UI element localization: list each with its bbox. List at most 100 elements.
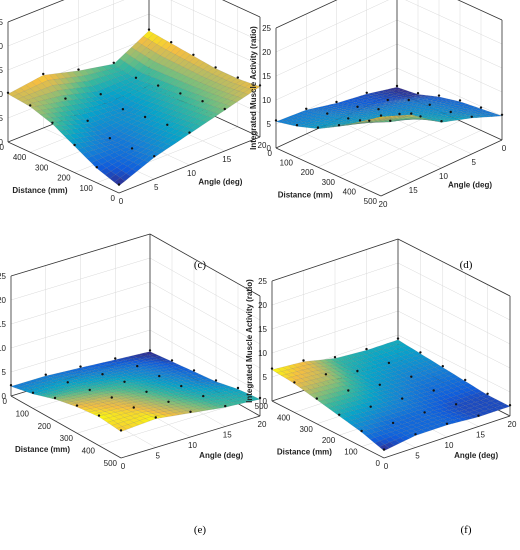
surface-patch — [352, 376, 363, 381]
data-point — [428, 103, 431, 107]
surface-patch — [487, 114, 498, 117]
surface-patch — [154, 363, 167, 368]
surface-patch — [177, 402, 189, 406]
z-tick-label: 25 — [262, 24, 271, 33]
surface-patch — [311, 123, 322, 127]
surface-patch — [163, 382, 176, 386]
data-point — [347, 389, 350, 392]
surface-patch — [317, 116, 329, 120]
surface-patch — [155, 147, 167, 154]
surface-patch — [358, 367, 370, 372]
data-point — [108, 137, 112, 140]
surface-patch — [208, 112, 220, 119]
surface-patch — [13, 87, 25, 95]
surface-patch — [375, 425, 387, 431]
data-point — [130, 147, 134, 150]
surface-patch — [343, 366, 355, 371]
surface-patch — [53, 125, 66, 131]
surface-patch — [443, 409, 455, 414]
surface-patch — [414, 401, 426, 407]
data-point — [335, 100, 338, 104]
surface-patch — [100, 393, 112, 397]
surface-patch — [330, 119, 342, 123]
z-tick-label: 0 — [267, 144, 272, 153]
data-point — [156, 84, 160, 87]
z-tick-label: 25 — [258, 277, 267, 286]
surface-patch — [475, 108, 485, 111]
distance-tick-label: 0 — [3, 397, 8, 406]
angle-axis-label: Angle (deg) — [199, 451, 243, 460]
surface-patch — [239, 81, 252, 88]
surface-patch — [150, 122, 163, 129]
surface-patch — [184, 398, 196, 402]
surface-patch — [39, 113, 52, 119]
surface-patch — [438, 407, 450, 412]
surface-patch — [483, 409, 495, 414]
z-tick-label: 0 — [0, 138, 4, 147]
surface-patch — [86, 86, 98, 93]
surface-patch — [445, 392, 457, 398]
data-point — [500, 113, 504, 117]
surface-patch — [160, 391, 172, 395]
surface-patch — [140, 148, 152, 155]
surface-patch — [412, 377, 424, 383]
angle-axis-label: Angle (deg) — [454, 451, 498, 460]
surface-patch — [410, 351, 422, 357]
surface-patch — [26, 102, 38, 108]
data-point — [347, 117, 350, 120]
surface-patch — [127, 422, 139, 428]
surface-patch — [366, 348, 377, 354]
angle-tick-label: 20 — [258, 141, 267, 150]
data-point — [188, 131, 191, 134]
data-point — [51, 121, 54, 125]
data-point — [479, 106, 483, 109]
surface-patch — [116, 426, 128, 432]
distance-tick-label: 200 — [301, 168, 315, 177]
z-tick-label: 10 — [0, 90, 4, 99]
surface-patch — [370, 112, 380, 115]
data-point — [391, 421, 395, 425]
surface-patch — [441, 385, 453, 391]
surface-patch — [366, 109, 376, 112]
surface-patch — [284, 121, 295, 125]
surface-patch — [28, 92, 40, 99]
surface-patch — [54, 391, 66, 395]
surface-patch — [390, 434, 401, 441]
surface-patch — [110, 380, 123, 384]
data-point — [270, 367, 274, 370]
surface-patch — [307, 363, 319, 368]
surface-patch — [447, 419, 458, 424]
surface-patch — [147, 356, 159, 361]
surface-patch — [400, 430, 412, 436]
surface-patch — [24, 88, 36, 95]
data-point — [75, 404, 79, 407]
surface-patch — [422, 382, 433, 388]
distance-tick-label: 500 — [0, 143, 5, 152]
surface-patch — [119, 359, 131, 364]
data-point — [398, 112, 401, 116]
surface-patch — [460, 108, 471, 111]
surface-patch — [376, 116, 387, 118]
distance-tick-label: 100 — [16, 409, 30, 418]
surface-patch — [438, 368, 450, 374]
surface-patch — [482, 115, 492, 118]
muscle-activity-axis-label: Integrated Muscle Activity (ratio) — [245, 279, 254, 403]
data-point — [449, 110, 452, 114]
surface-patch — [16, 96, 29, 103]
surface-patch — [386, 115, 397, 118]
z-tick-label: 5 — [263, 373, 268, 382]
surface-patch — [43, 394, 55, 398]
surface-patch — [489, 407, 500, 412]
surface-patch — [60, 72, 72, 79]
surface-patch — [57, 382, 70, 386]
surface-patch — [372, 413, 384, 419]
surface-patch — [48, 73, 60, 80]
surface-patch — [393, 117, 403, 120]
surface-patch — [237, 399, 249, 404]
surface-patch — [451, 105, 462, 108]
surface-patch — [297, 361, 309, 367]
surface-patch — [45, 112, 58, 118]
surface-patch — [174, 80, 186, 88]
surface-patch — [92, 387, 104, 391]
surface-patch — [378, 444, 390, 452]
